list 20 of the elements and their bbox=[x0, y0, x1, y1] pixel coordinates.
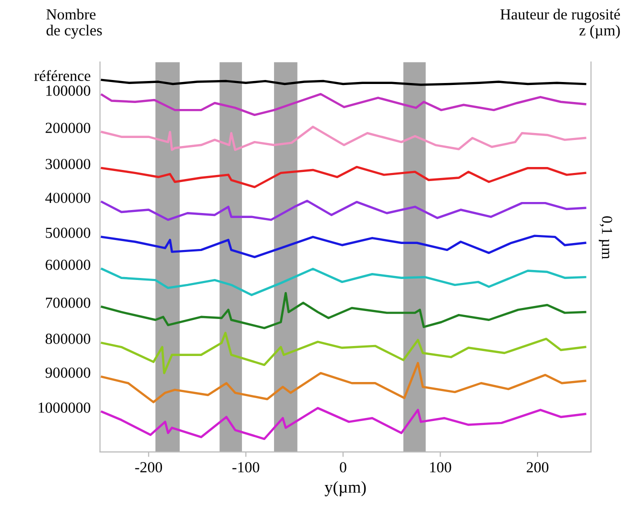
series-label: 700000 bbox=[46, 298, 90, 308]
x-tick-label: 100 bbox=[430, 462, 452, 472]
x-tick-label: -200 bbox=[135, 462, 162, 472]
x-tick-label: 200 bbox=[526, 462, 548, 472]
text: 0,1 µm bbox=[598, 216, 612, 260]
series-label: 300000 bbox=[46, 158, 90, 170]
series-label: 500000 bbox=[46, 228, 90, 238]
y2-axis-title: Hauteur de rugosité z (µm) bbox=[500, 8, 620, 39]
series-label: 600000 bbox=[46, 260, 90, 270]
x-axis-title: y(µm) bbox=[324, 481, 366, 496]
series-label: 1000000 bbox=[38, 402, 90, 413]
x-tick-label: -100 bbox=[232, 462, 260, 472]
series-label: référence bbox=[34, 70, 90, 81]
x-tick-label: 0 bbox=[340, 462, 346, 472]
series-label: 400000 bbox=[45, 192, 90, 203]
series-label: 800000 bbox=[46, 334, 90, 344]
y-axis-title: Nombre de cycles bbox=[46, 8, 102, 39]
series-label: 900000 bbox=[45, 368, 90, 378]
series-label: 100000 bbox=[46, 86, 90, 96]
series-label: 200000 bbox=[46, 122, 90, 134]
